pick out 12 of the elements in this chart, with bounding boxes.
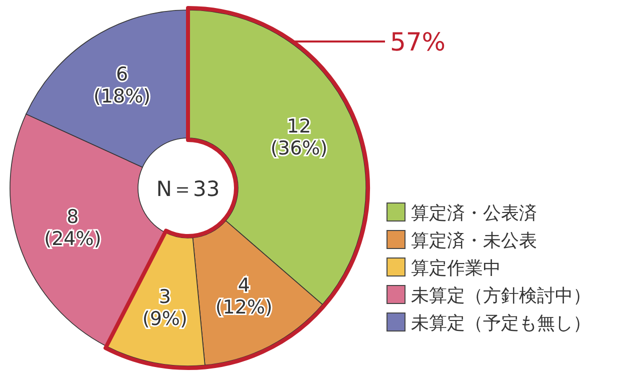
- text: N＝33: [156, 177, 220, 201]
- data-label: 8 (24%): [44, 206, 102, 250]
- legend-label: 未算定（方針検討中）: [411, 286, 591, 306]
- data-label: 12 (36%): [270, 115, 328, 160]
- legend-label: 算定済・未公表: [411, 230, 537, 252]
- legend-label: 算定済・公表済: [411, 203, 537, 224]
- legend-label: 算定作業中: [411, 258, 501, 279]
- text: 57%: [390, 28, 446, 56]
- data-label: 4 (12%): [215, 274, 272, 318]
- data-label: 6 (18%): [94, 63, 151, 108]
- legend-label: 未算定（予定も無し）: [411, 313, 591, 334]
- data-label: 3 (9%): [142, 286, 188, 330]
